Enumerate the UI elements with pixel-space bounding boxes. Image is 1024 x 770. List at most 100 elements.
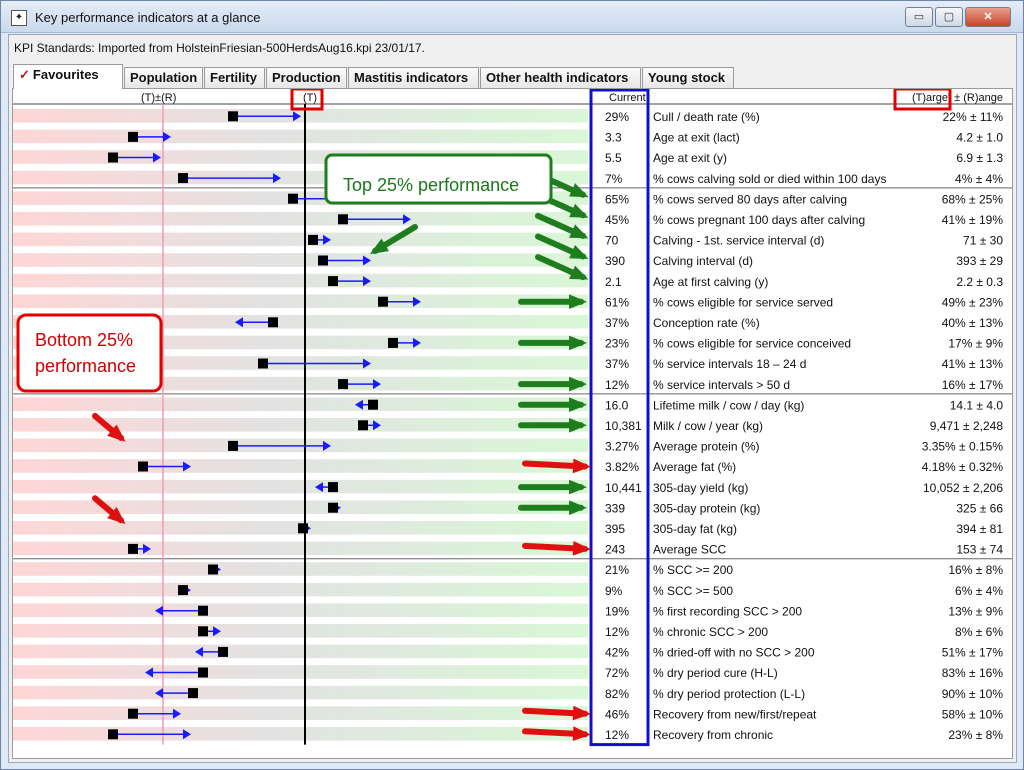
kpi-target-range: 14.1 ± 4.0 (950, 398, 1004, 412)
kpi-row-band (13, 109, 588, 123)
kpi-target-range: 153 ± 74 (956, 543, 1003, 557)
red-arrow-icon (572, 540, 591, 556)
kpi-row-band (13, 253, 588, 267)
minimize-button[interactable]: ▭ (905, 7, 933, 27)
kpi-label: % cows pregnant 100 days after calving (653, 213, 865, 227)
kpi-row-band (13, 479, 588, 494)
tab-young-stock[interactable]: Young stock (642, 67, 734, 88)
tab-population[interactable]: Population (124, 67, 203, 88)
kpi-previous-marker (128, 131, 138, 142)
kpi-current-value: 45% (605, 213, 629, 227)
kpi-arrowhead-icon (315, 482, 323, 493)
kpi-target-range: 49% ± 23% (942, 295, 1004, 309)
kpi-label: % SCC >= 200 (653, 563, 733, 577)
kpi-target-range: 4.2 ± 1.0 (956, 131, 1003, 145)
window-title: Key performance indicators at a glance (35, 10, 261, 25)
kpi-arrowhead-icon (273, 173, 281, 184)
kpi-row-band (13, 273, 588, 288)
kpi-label: Average protein (%) (653, 440, 760, 454)
kpi-label: Calving - 1st. service interval (d) (653, 234, 824, 248)
kpi-label: % cows served 80 days after calving (653, 192, 847, 206)
kpi-current-value: 46% (605, 707, 629, 721)
kpi-current-value: 12% (605, 625, 629, 639)
kpi-target-range: 4.18% ± 0.32% (922, 460, 1004, 474)
kpi-row-band (13, 500, 588, 514)
tab-label: Favourites (32, 67, 99, 82)
maximize-button[interactable]: ▢ (935, 7, 963, 27)
tab-favourites[interactable]: ✓ Favourites (13, 64, 123, 89)
kpi-label: Average SCC (653, 543, 726, 557)
kpi-row-band (13, 397, 588, 411)
kpi-target-range: 394 ± 81 (956, 522, 1003, 536)
tab-mastitis-indicators[interactable]: Mastitis indicators (348, 67, 479, 88)
kpi-label: % cows eligible for service served (653, 295, 833, 309)
kpi-previous-marker (298, 523, 308, 534)
kpi-arrowhead-icon (413, 296, 421, 307)
kpi-arrowhead-icon (363, 358, 371, 369)
kpi-arrowhead-icon (293, 111, 301, 122)
tab-fertility[interactable]: Fertility (204, 67, 265, 88)
kpi-previous-marker (288, 193, 298, 204)
tab-other-health-indicators[interactable]: Other health indicators (480, 67, 641, 88)
kpi-previous-marker (358, 420, 368, 431)
kpi-target-range: 58% ± 10% (942, 707, 1004, 721)
kpi-arrowhead-icon (373, 379, 381, 390)
kpi-target-range: 4% ± 4% (955, 172, 1003, 186)
kpi-previous-marker (368, 399, 378, 410)
kpi-row-band (13, 294, 588, 308)
kpi-label: % chronic SCC > 200 (653, 625, 768, 639)
green-arrow-icon (569, 244, 589, 259)
kpi-label: Recovery from new/first/repeat (653, 707, 817, 721)
kpi-row-band (13, 232, 588, 247)
kpi-target-range: 41% ± 19% (942, 213, 1004, 227)
close-button[interactable]: ✕ (965, 7, 1011, 27)
target-header-box (893, 89, 952, 111)
checkmark-icon: ✓ (19, 67, 30, 82)
kpi-arrowhead-icon (183, 729, 191, 740)
kpi-row-band (13, 418, 588, 432)
kpi-current-value: 3.3 (605, 131, 622, 145)
kpi-label: % dried-off with no SCC > 200 (653, 646, 815, 660)
kpi-current-value: 16.0 (605, 398, 629, 412)
kpi-current-value: 70 (605, 234, 619, 248)
kpi-previous-marker (138, 461, 148, 472)
kpi-previous-marker (218, 646, 228, 657)
kpi-row-band (13, 212, 588, 226)
kpi-target-range: 6.9 ± 1.3 (956, 151, 1003, 165)
kpi-target-range: 90% ± 10% (942, 687, 1004, 701)
kpi-current-value: 82% (605, 687, 629, 701)
tab-production[interactable]: Production (266, 67, 347, 88)
kpi-label: % cows calving sold or died within 100 d… (653, 172, 886, 186)
kpi-label: % dry period protection (L-L) (653, 687, 805, 701)
target-marker-header: (T) (303, 92, 317, 104)
kpi-current-value: 42% (605, 646, 629, 660)
title-bar[interactable]: ✦ Key performance indicators at a glance… (1, 1, 1023, 33)
green-arrow-icon (569, 397, 587, 413)
kpi-label: Conception rate (%) (653, 316, 760, 330)
kpi-target-range: 83% ± 16% (942, 666, 1004, 680)
red-arrow-icon (107, 507, 126, 525)
kpi-previous-marker (128, 543, 138, 554)
green-arrow-icon (569, 500, 587, 516)
kpi-label: Milk / cow / year (kg) (653, 419, 763, 433)
kpi-row-band (13, 624, 588, 638)
kpi-target-range: 51% ± 17% (942, 646, 1004, 660)
bottom-performance-text: Bottom 25% (35, 330, 133, 350)
kpi-target-range: 16% ± 17% (942, 378, 1004, 392)
kpi-current-value: 243 (605, 543, 625, 557)
kpi-label: Age at exit (lact) (653, 131, 740, 145)
kpi-arrowhead-icon (373, 420, 381, 431)
kpi-standards-text: KPI Standards: Imported from HolsteinFri… (14, 41, 425, 55)
red-arrow-icon (572, 458, 591, 474)
kpi-arrowhead-icon (195, 646, 203, 657)
kpi-row-band (13, 706, 588, 720)
kpi-arrowhead-icon (145, 667, 153, 678)
kpi-arrowhead-icon (363, 276, 371, 287)
kpi-current-value: 37% (605, 357, 629, 371)
kpi-target-range: 23% ± 8% (948, 728, 1003, 742)
kpi-current-value: 2.1 (605, 275, 622, 289)
kpi-label: % first recording SCC > 200 (653, 604, 802, 618)
kpi-chart: (T)±(R) (T) Current (T)arget ± (R)ange 29% Cu… (13, 89, 1012, 747)
kpi-arrowhead-icon (323, 440, 331, 451)
